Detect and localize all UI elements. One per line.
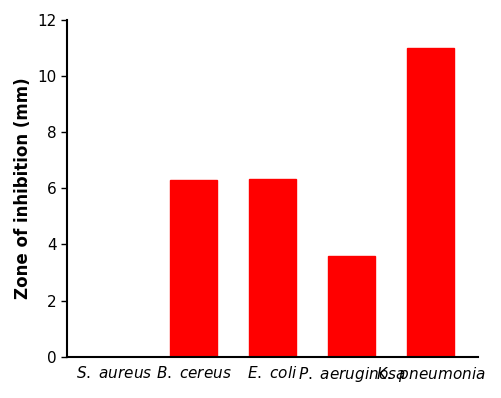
Bar — [248, 179, 296, 357]
Bar — [406, 48, 453, 357]
Bar — [169, 180, 217, 357]
Bar — [327, 256, 375, 357]
Y-axis label: Zone of inhibition (mm): Zone of inhibition (mm) — [14, 78, 32, 299]
